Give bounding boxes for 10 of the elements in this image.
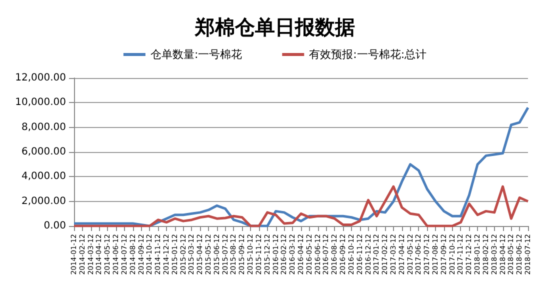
y-tick-label: 2,000.00 xyxy=(21,196,66,207)
chart-title: 郑棉仓单日报数据 xyxy=(194,15,355,39)
legend-label: 仓单数量:一号棉花 xyxy=(150,48,242,61)
y-tick-label: 12,000.00 xyxy=(15,72,66,84)
y-tick-label: 0.00 xyxy=(44,220,66,232)
y-tick-label: 4,000.00 xyxy=(21,171,66,182)
y-tick-label: 6,000.00 xyxy=(21,146,66,158)
y-tick-label: 8,000.00 xyxy=(21,122,66,133)
y-tick-label: 10,000.00 xyxy=(15,97,66,108)
legend-label: 有效预报:一号棉花:总计 xyxy=(309,48,427,61)
